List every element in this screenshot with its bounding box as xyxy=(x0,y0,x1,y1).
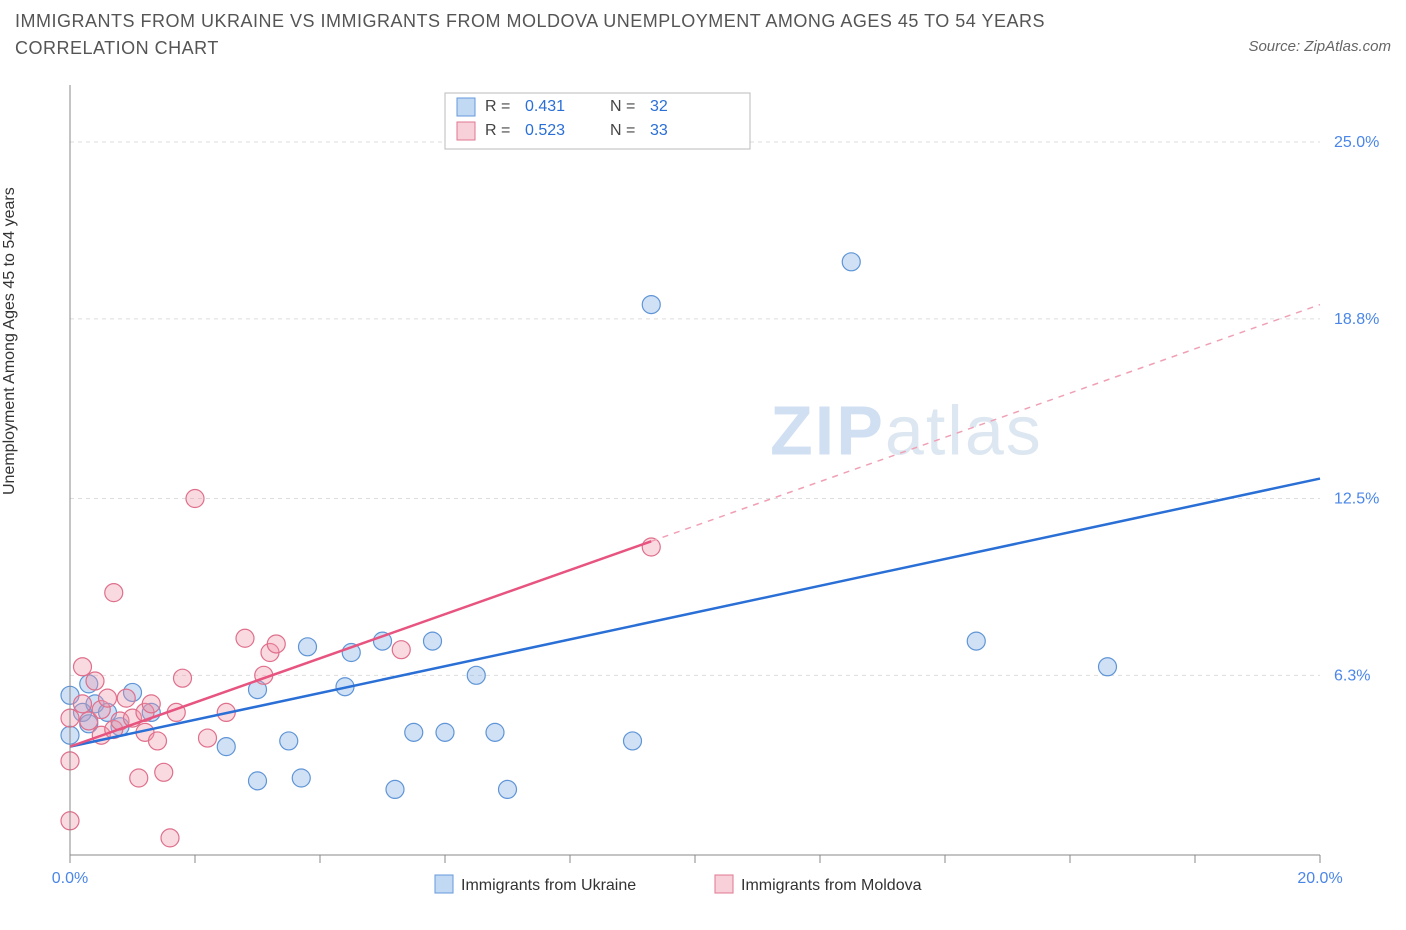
svg-text:N =: N = xyxy=(610,98,635,115)
data-point-moldova xyxy=(74,658,92,676)
data-point-ukraine xyxy=(280,732,298,750)
data-point-moldova xyxy=(392,641,410,659)
legend-series: Immigrants from Ukraine Immigrants from M… xyxy=(435,875,922,894)
data-point-ukraine xyxy=(467,666,485,684)
legend-R-ukraine: 0.431 xyxy=(525,98,565,115)
legend-label-ukraine: Immigrants from Ukraine xyxy=(461,877,636,894)
legend-N-ukraine: 32 xyxy=(650,98,668,115)
data-point-moldova xyxy=(174,669,192,687)
data-point-moldova xyxy=(155,763,173,781)
legend-stats: R = 0.431 N = 32 R = 0.523 N = 33 xyxy=(445,93,750,149)
data-point-ukraine xyxy=(499,780,517,798)
legend-swatch-moldova xyxy=(715,875,733,893)
data-point-moldova xyxy=(142,695,160,713)
legend-swatch-moldova xyxy=(457,122,475,140)
source-attribution: Source: ZipAtlas.com xyxy=(1248,38,1391,55)
data-point-moldova xyxy=(74,695,92,713)
data-point-moldova xyxy=(99,689,117,707)
trend-line-ukraine xyxy=(70,479,1320,747)
data-point-ukraine xyxy=(624,732,642,750)
data-point-ukraine xyxy=(436,723,454,741)
data-point-ukraine xyxy=(842,253,860,271)
data-point-ukraine xyxy=(299,638,317,656)
data-point-ukraine xyxy=(249,772,267,790)
data-point-ukraine xyxy=(486,723,504,741)
data-point-moldova xyxy=(149,732,167,750)
data-point-moldova xyxy=(267,635,285,653)
y-tick-label: 6.3% xyxy=(1334,667,1370,684)
svg-text:R =: R = xyxy=(485,98,510,115)
data-point-moldova xyxy=(186,490,204,508)
watermark: ZIPatlas xyxy=(770,392,1043,470)
svg-text:N =: N = xyxy=(610,122,635,139)
data-point-ukraine xyxy=(217,738,235,756)
correlation-chart: Unemployment Among Ages 45 to 54 years 6… xyxy=(15,75,1391,915)
data-point-ukraine xyxy=(292,769,310,787)
data-point-moldova xyxy=(86,672,104,690)
data-point-ukraine xyxy=(405,723,423,741)
y-tick-label: 25.0% xyxy=(1334,134,1379,151)
trend-line-moldova xyxy=(70,541,651,746)
legend-N-moldova: 33 xyxy=(650,122,668,139)
legend-R-moldova: 0.523 xyxy=(525,122,565,139)
y-tick-label: 12.5% xyxy=(1334,491,1379,508)
y-axis-label: Unemployment Among Ages 45 to 54 years xyxy=(1,187,19,495)
legend-swatch-ukraine xyxy=(457,98,475,116)
data-point-ukraine xyxy=(967,632,985,650)
data-point-moldova xyxy=(236,629,254,647)
data-point-moldova xyxy=(117,689,135,707)
data-point-moldova xyxy=(130,769,148,787)
svg-text:R =: R = xyxy=(485,122,510,139)
data-point-ukraine xyxy=(424,632,442,650)
data-point-moldova xyxy=(199,729,217,747)
chart-svg: 6.3% 12.5% 18.8% 25.0% ZIPatlas 0.0% 20.0% R = 0… xyxy=(15,75,1391,915)
chart-title: IMMIGRANTS FROM UKRAINE VS IMMIGRANTS FR… xyxy=(15,8,1115,62)
data-point-moldova xyxy=(161,829,179,847)
legend-label-moldova: Immigrants from Moldova xyxy=(741,877,922,894)
data-point-moldova xyxy=(105,584,123,602)
legend-swatch-ukraine xyxy=(435,875,453,893)
y-tick-label: 18.8% xyxy=(1334,311,1379,328)
x-tick-label: 0.0% xyxy=(52,870,88,887)
data-point-ukraine xyxy=(642,296,660,314)
data-point-ukraine xyxy=(1099,658,1117,676)
data-point-ukraine xyxy=(386,780,404,798)
x-tick-label: 20.0% xyxy=(1297,870,1342,887)
